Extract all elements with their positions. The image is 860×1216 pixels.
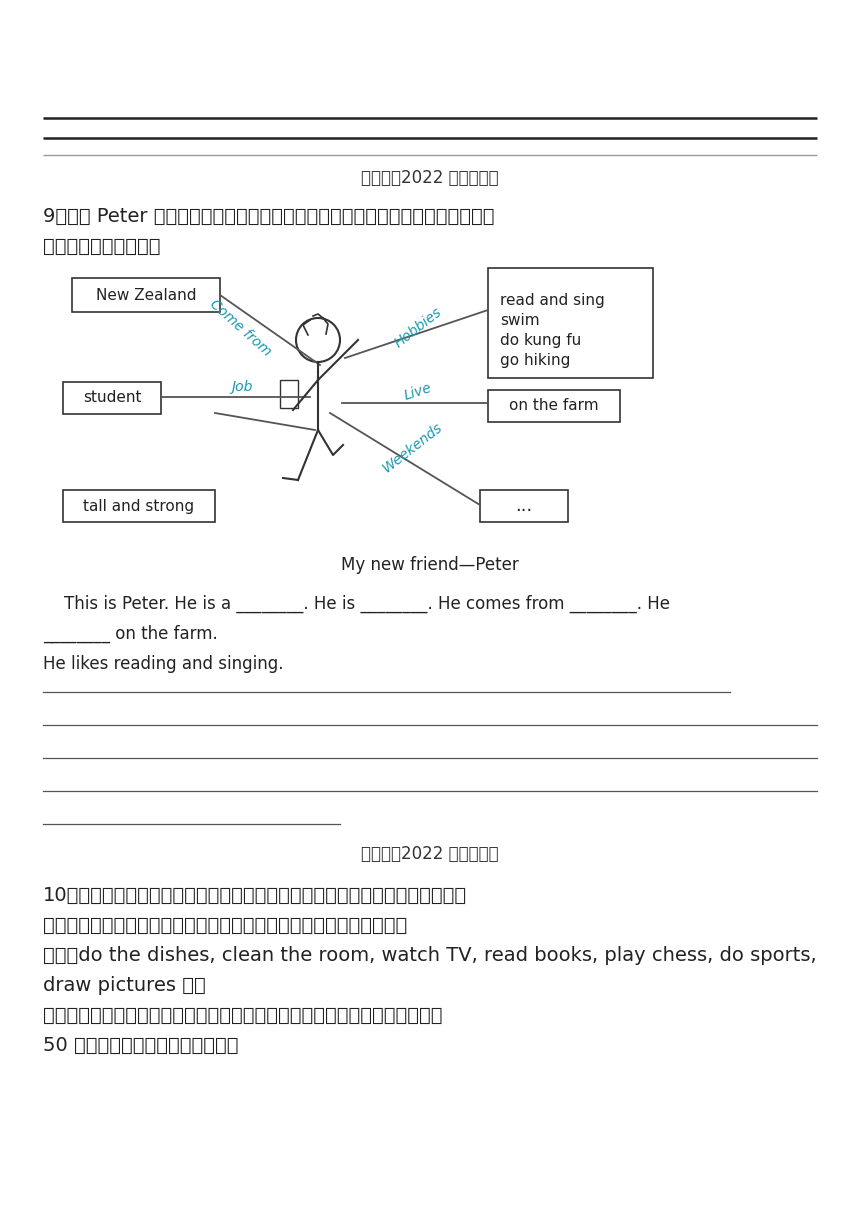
Text: 要求：条理清楚，意思连贯，语句通顺，时态和标点正确，书写工整，词汇量: 要求：条理清楚，意思连贯，语句通顺，时态和标点正确，书写工整，词汇量 bbox=[43, 1006, 443, 1025]
Text: My new friend—Peter: My new friend—Peter bbox=[341, 556, 519, 574]
Text: 50 个左右。可用上面的提示短语。: 50 个左右。可用上面的提示短语。 bbox=[43, 1036, 238, 1055]
Text: （十）（2022 湖南郴州）: （十）（2022 湖南郴州） bbox=[361, 845, 499, 863]
Text: on the farm: on the farm bbox=[509, 399, 599, 413]
Text: 提示：do the dishes, clean the room, watch TV, read books, play chess, do sports,: 提示：do the dishes, clean the room, watch … bbox=[43, 946, 817, 966]
Text: swim: swim bbox=[500, 313, 539, 328]
FancyBboxPatch shape bbox=[488, 268, 653, 378]
Text: do kung fu: do kung fu bbox=[500, 333, 581, 348]
Text: New Zealand: New Zealand bbox=[95, 287, 196, 303]
Text: Come from: Come from bbox=[206, 297, 273, 359]
Text: 动，请展开合理想象。: 动，请展开合理想象。 bbox=[43, 237, 161, 257]
Text: Live: Live bbox=[402, 381, 433, 402]
Text: He likes reading and singing.: He likes reading and singing. bbox=[43, 655, 284, 672]
Text: ________ on the farm.: ________ on the farm. bbox=[43, 625, 218, 643]
Text: ...: ... bbox=[515, 497, 532, 516]
Text: 10．同学们，一场突如其来的新冠肺炎使我们去年的寒假过得与众不同。回忆一: 10．同学们，一场突如其来的新冠肺炎使我们去年的寒假过得与众不同。回忆一 bbox=[43, 886, 467, 905]
Text: 9．根据 Peter 的信息图完成短文，后面至少要再写出三个句子。关于他周末的活: 9．根据 Peter 的信息图完成短文，后面至少要再写出三个句子。关于他周末的活 bbox=[43, 207, 494, 226]
Text: draw pictures 等。: draw pictures 等。 bbox=[43, 976, 206, 995]
Text: student: student bbox=[83, 390, 141, 405]
FancyBboxPatch shape bbox=[63, 382, 161, 413]
Text: tall and strong: tall and strong bbox=[83, 499, 194, 513]
FancyBboxPatch shape bbox=[480, 490, 568, 522]
Bar bbox=[280, 379, 298, 409]
Text: Job: Job bbox=[231, 379, 253, 394]
Text: Weekends: Weekends bbox=[380, 421, 445, 475]
Text: （九）（2022 湖南益阳）: （九）（2022 湖南益阳） bbox=[361, 169, 499, 187]
FancyBboxPatch shape bbox=[63, 490, 215, 522]
FancyBboxPatch shape bbox=[488, 390, 620, 422]
Text: Hobbies: Hobbies bbox=[391, 305, 445, 350]
Text: This is Peter. He is a ________. He is ________. He comes from ________. He: This is Peter. He is a ________. He is _… bbox=[43, 595, 670, 613]
FancyBboxPatch shape bbox=[72, 278, 220, 313]
Text: go hiking: go hiking bbox=[500, 353, 570, 368]
Text: 下你在那个寒假都做了些什么？现在用你手中的笔给大家介绍一下吧！: 下你在那个寒假都做了些什么？现在用你手中的笔给大家介绍一下吧！ bbox=[43, 916, 408, 935]
Text: read and sing: read and sing bbox=[500, 293, 605, 308]
